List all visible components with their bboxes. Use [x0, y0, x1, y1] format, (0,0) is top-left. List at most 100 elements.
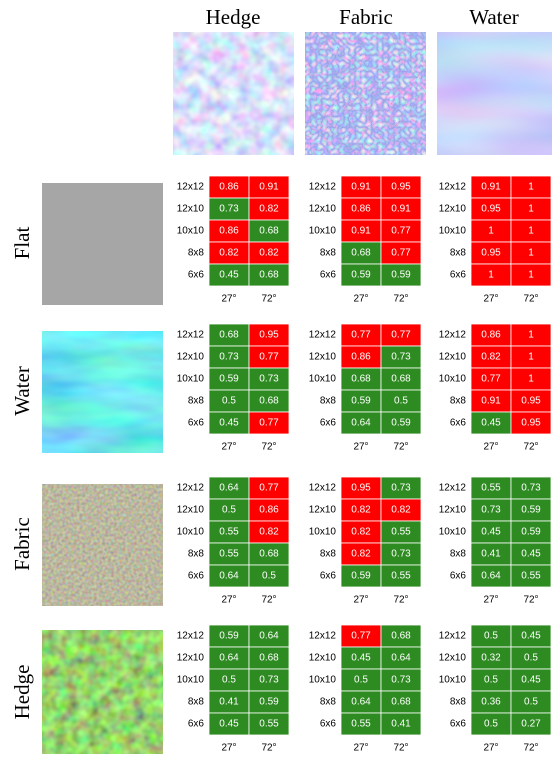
- cell-value: 0.73: [391, 352, 411, 363]
- cell-value: 0.55: [391, 571, 411, 582]
- cell-value: 0.86: [351, 204, 371, 215]
- cell-value: 0.95: [521, 418, 541, 429]
- cell-value: 0.45: [521, 631, 541, 642]
- cell: [248, 712, 290, 736]
- grid-row-label: 12x12: [309, 483, 337, 494]
- flat-texture: [42, 183, 163, 305]
- grid-row-label: 6x6: [450, 719, 467, 730]
- cell-value: 0.5: [524, 697, 538, 708]
- cell-value: 0.86: [351, 352, 371, 363]
- cell-value: 0.55: [219, 527, 239, 538]
- cell-value: 0.68: [391, 697, 411, 708]
- cell-value: 0.77: [391, 248, 411, 259]
- grid-row-label: 6x6: [320, 270, 337, 281]
- cell-value: 0.55: [219, 549, 239, 560]
- grid-row-label: 12x12: [309, 182, 337, 193]
- grid-row-label: 12x10: [439, 505, 467, 516]
- fabric-texture: [42, 484, 163, 606]
- grid-row-label: 10x10: [309, 374, 337, 385]
- cell-value: 0.68: [259, 226, 279, 237]
- column-title: Fabric: [339, 5, 393, 29]
- cell: [510, 263, 552, 287]
- grid-row-label: 12x10: [439, 653, 467, 664]
- cell-value: 0.68: [259, 653, 279, 664]
- cell-value: 0.59: [521, 527, 541, 538]
- cell-value: 0.45: [481, 527, 501, 538]
- cell-value: 0.95: [481, 204, 501, 215]
- cell-value: 0.77: [259, 418, 279, 429]
- row-title: Water: [10, 366, 34, 416]
- cell-value: 0.68: [259, 270, 279, 281]
- row-title: Fabric: [10, 517, 34, 571]
- cell-value: 0.5: [394, 396, 408, 407]
- cell-value: 0.27: [521, 719, 541, 730]
- cell-value: 0.95: [481, 248, 501, 259]
- cell-value: 0.77: [481, 374, 501, 385]
- cell-value: 0.68: [259, 396, 279, 407]
- cell-value: 0.59: [351, 571, 371, 582]
- cell-value: 0.73: [219, 204, 239, 215]
- cell-value: 0.73: [259, 675, 279, 686]
- cell-value: 0.73: [259, 374, 279, 385]
- cell-value: 1: [528, 226, 534, 237]
- cell-value: 0.5: [222, 396, 236, 407]
- grid-row-label: 12x12: [439, 182, 467, 193]
- cell-value: 0.68: [351, 374, 371, 385]
- cell-value: 0.59: [219, 374, 239, 385]
- grid-col-label: 72°: [523, 294, 538, 305]
- cell: [380, 564, 422, 588]
- grid-row-label: 10x10: [439, 226, 467, 237]
- cell-value: 0.82: [351, 505, 371, 516]
- water-normal-map: [437, 32, 552, 155]
- grid-row-label: 10x10: [439, 374, 467, 385]
- water-texture: [42, 331, 163, 453]
- grid-col-label: 72°: [261, 442, 276, 453]
- cell-value: 0.59: [351, 270, 371, 281]
- grid-col-label: 27°: [221, 294, 236, 305]
- grid-col-label: 27°: [353, 595, 368, 606]
- grid-row-label: 12x12: [309, 330, 337, 341]
- grid-row-label: 8x8: [320, 396, 337, 407]
- grid-row-label: 10x10: [309, 675, 337, 686]
- grid-col-label: 72°: [261, 743, 276, 754]
- grid-row-label: 8x8: [450, 396, 467, 407]
- cell-value: 0.68: [391, 374, 411, 385]
- grid-row-label: 6x6: [450, 418, 467, 429]
- cell-value: 0.91: [481, 396, 501, 407]
- cell-value: 0.64: [219, 483, 239, 494]
- grid-row-label: 12x10: [309, 204, 337, 215]
- grid-row-label: 8x8: [188, 549, 205, 560]
- cell-value: 0.95: [351, 483, 371, 494]
- cell-value: 0.82: [351, 527, 371, 538]
- cell-value: 0.77: [259, 483, 279, 494]
- grid-row-label: 12x12: [439, 330, 467, 341]
- cell: [248, 263, 290, 287]
- grid-row-label: 10x10: [177, 527, 205, 538]
- grid-col-label: 27°: [221, 743, 236, 754]
- cell-value: 0.55: [351, 719, 371, 730]
- grid-row-label: 10x10: [309, 527, 337, 538]
- cell-value: 0.59: [259, 697, 279, 708]
- cell-value: 0.64: [219, 571, 239, 582]
- cell-value: 0.41: [481, 549, 501, 560]
- cell-value: 0.55: [521, 571, 541, 582]
- cell-value: 0.86: [219, 226, 239, 237]
- cell-value: 0.64: [351, 697, 371, 708]
- cell-value: 0.59: [351, 396, 371, 407]
- grid-col-label: 27°: [353, 743, 368, 754]
- grid-row-label: 10x10: [439, 527, 467, 538]
- cell-value: 0.77: [391, 226, 411, 237]
- grid-row-label: 6x6: [188, 719, 205, 730]
- cell-value: 1: [488, 226, 494, 237]
- cell-value: 0.5: [354, 675, 368, 686]
- grid-row-label: 6x6: [320, 571, 337, 582]
- grid-col-label: 72°: [393, 743, 408, 754]
- cell-value: 0.95: [391, 182, 411, 193]
- cell-value: 1: [488, 270, 494, 281]
- grid-row-label: 8x8: [188, 697, 205, 708]
- grid-row-label: 8x8: [188, 248, 205, 259]
- cell-value: 0.45: [219, 270, 239, 281]
- grid-row-label: 12x10: [309, 505, 337, 516]
- grid-col-label: 72°: [523, 442, 538, 453]
